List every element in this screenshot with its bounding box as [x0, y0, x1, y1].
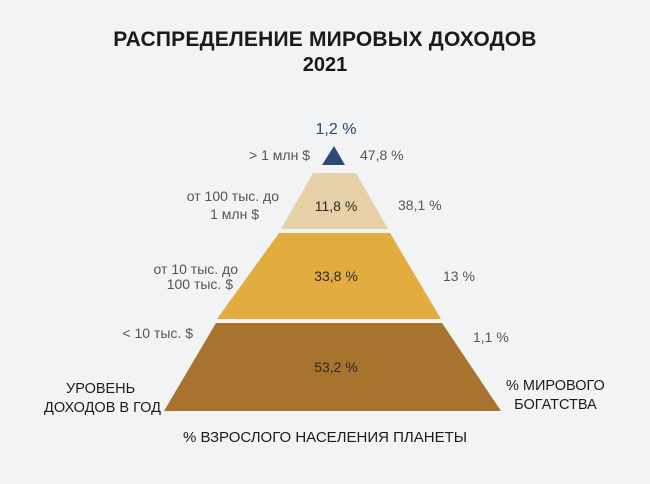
wealth-axis-line1: % МИРОВОГО	[506, 378, 605, 394]
income-axis-label: УРОВЕНЬ ДОХОДОВ В ГОД	[44, 380, 161, 418]
wealth-axis-line2: БОГАТСТВА	[514, 397, 597, 413]
tier-2-income-line2: 1 млн $	[210, 206, 259, 222]
tier-2-segment	[281, 173, 388, 229]
tier-2-population: 11,8 %	[314, 198, 358, 214]
tier-2-wealth: 38,1 %	[398, 197, 442, 213]
tier-4-wealth: 1,1 %	[473, 329, 509, 345]
tier-4-segment	[164, 323, 501, 411]
tier-3-income-line1: от 10 тыс. до	[153, 261, 238, 277]
tier-3-wealth: 13 %	[443, 268, 475, 284]
tier-1-income: > 1 млн $	[249, 147, 310, 163]
tier-top-segment	[322, 146, 345, 165]
tier-1-wealth: 47,8 %	[360, 147, 404, 163]
tier-4-population: 53,2 %	[314, 359, 358, 375]
tier-3-income-line2: 100 тыс. $	[166, 276, 233, 292]
income-axis-line2: ДОХОДОВ В ГОД	[44, 400, 161, 416]
population-axis-label: % ВЗРОСЛОГО НАСЕЛЕНИЯ ПЛАНЕТЫ	[182, 429, 468, 446]
income-axis-line1: УРОВЕНЬ	[66, 381, 136, 397]
chart-title: РАСПРЕДЕЛЕНИЕ МИРОВЫХ ДОХОДОВ	[113, 28, 537, 51]
chart-year: 2021	[302, 54, 348, 76]
tier-1-population: 1,2 %	[315, 121, 357, 138]
tier-3-segment	[217, 233, 441, 319]
tier-2-income-line1: от 100 тыс. до	[186, 188, 279, 204]
wealth-axis-label: % МИРОВОГО БОГАТСТВА	[506, 377, 605, 415]
tier-3-population: 33,8 %	[314, 268, 358, 284]
tier-4-income: < 10 тыс. $	[122, 325, 193, 341]
